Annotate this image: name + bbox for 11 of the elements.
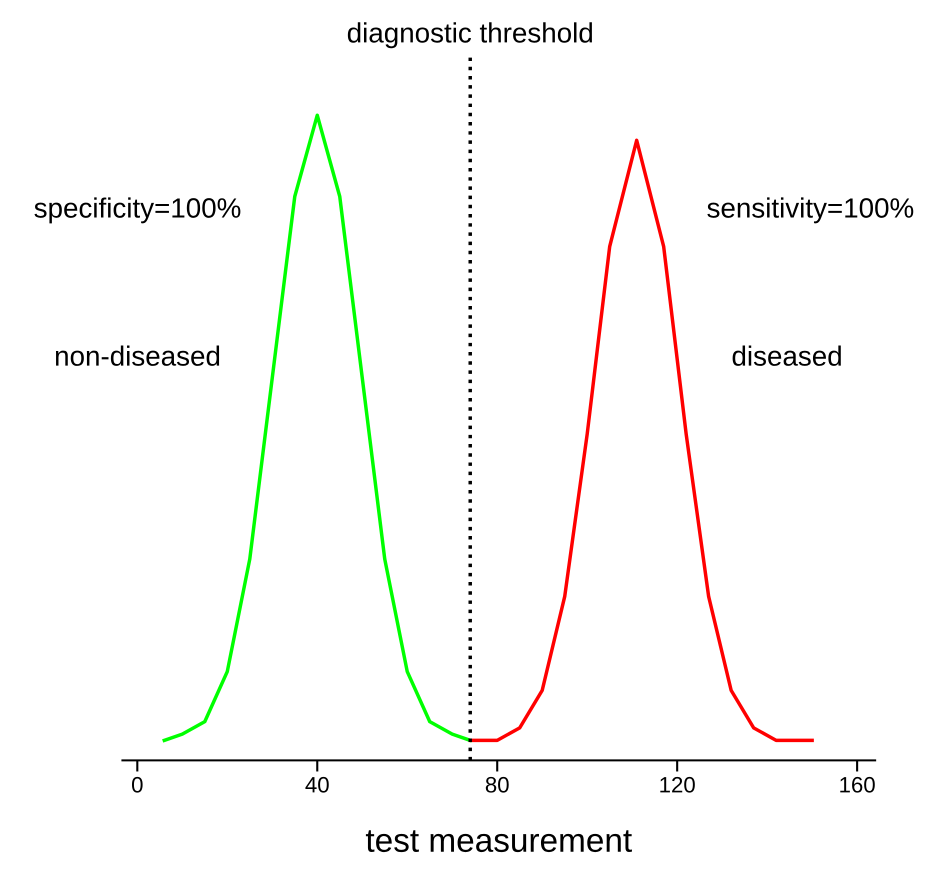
series-label: diseased (732, 346, 841, 366)
x-tick-label: 0 (132, 776, 143, 793)
x-tick-label: 80 (486, 776, 509, 793)
series-label: non-diseased (56, 346, 220, 366)
x-axis-title: test measurement (366, 830, 632, 852)
annotation: sensitivity=100% (707, 197, 914, 224)
x-tick-label: 120 (660, 776, 695, 793)
x-tick-label: 160 (840, 776, 875, 793)
x-tick-label: 40 (305, 776, 329, 793)
ref-line-label: diagnostic threshold (348, 22, 592, 48)
annotation: specificity=100% (34, 197, 240, 224)
